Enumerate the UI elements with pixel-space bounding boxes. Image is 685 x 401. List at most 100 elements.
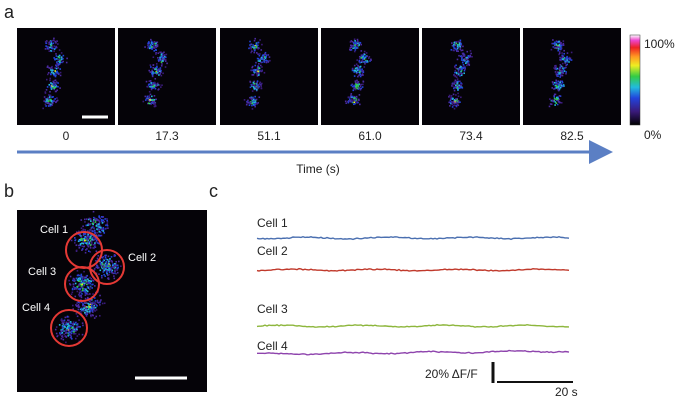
pixel <box>86 236 88 239</box>
pixel <box>150 71 153 73</box>
pixel <box>558 44 561 47</box>
pixel <box>59 59 61 62</box>
pixel <box>91 238 93 241</box>
pixel <box>85 279 87 282</box>
pixel <box>251 65 254 68</box>
pixel <box>52 73 55 76</box>
pixel <box>355 86 357 89</box>
pixel <box>88 300 91 303</box>
pixel <box>93 305 95 307</box>
pixel <box>257 74 260 76</box>
pixel <box>85 242 88 245</box>
pixel <box>69 333 72 335</box>
pixel <box>64 330 66 332</box>
pixel <box>562 68 565 71</box>
pixel <box>87 250 90 252</box>
pixel <box>154 105 157 107</box>
pixel <box>78 274 80 277</box>
pixel <box>81 239 83 242</box>
pixel <box>267 61 270 63</box>
pixel <box>365 52 368 54</box>
pixel <box>46 73 49 76</box>
pixel <box>163 57 166 60</box>
pixel <box>111 269 114 272</box>
pixel <box>261 82 263 85</box>
pixel <box>363 66 366 68</box>
pixel <box>87 218 90 221</box>
pixel <box>110 256 113 258</box>
pixel <box>361 57 364 59</box>
pixel <box>454 75 457 77</box>
pixel <box>87 222 90 225</box>
pixel <box>457 50 459 53</box>
pixel <box>87 293 89 296</box>
pixel <box>103 220 106 223</box>
frame <box>17 28 115 125</box>
pixel <box>558 46 560 49</box>
pixel <box>256 67 259 70</box>
pixel <box>56 335 59 338</box>
pixel <box>71 287 74 290</box>
pixel <box>357 88 360 90</box>
pixel <box>97 242 100 245</box>
pixel <box>80 236 83 238</box>
pixel <box>353 43 355 46</box>
pixel <box>559 70 561 72</box>
pixel <box>252 74 255 76</box>
pixel <box>460 44 462 47</box>
pixel <box>550 48 553 51</box>
roi <box>50 309 88 347</box>
pixel <box>65 323 67 326</box>
pixel <box>459 80 461 83</box>
pixel <box>554 87 556 90</box>
pixel <box>53 88 55 91</box>
pixel <box>100 216 103 218</box>
pixel <box>560 42 562 44</box>
pixel <box>45 40 48 42</box>
pixel <box>247 99 249 102</box>
frame <box>523 28 621 125</box>
pixel <box>55 67 58 70</box>
pixel <box>153 41 156 43</box>
pixel <box>98 301 101 304</box>
pixel <box>456 68 459 70</box>
pixel <box>82 284 85 287</box>
pixel <box>70 334 72 337</box>
pixel <box>89 235 92 238</box>
pixel <box>88 310 91 313</box>
pixel <box>155 49 157 52</box>
pixel <box>92 220 95 223</box>
pixel <box>569 57 572 60</box>
pixel <box>256 57 259 60</box>
pixel <box>44 48 47 50</box>
pixel <box>82 239 85 241</box>
pixel <box>152 66 155 69</box>
pixel <box>58 54 61 57</box>
pixel <box>91 242 93 244</box>
pixel <box>98 219 101 222</box>
pixel <box>84 228 86 231</box>
pixel <box>81 333 84 336</box>
pixel <box>363 57 365 60</box>
pixel <box>100 274 103 277</box>
pixel <box>147 42 149 45</box>
pixel <box>455 64 457 67</box>
pixel <box>356 40 359 42</box>
pixel <box>456 47 459 50</box>
pixel <box>355 70 358 73</box>
pixel <box>556 73 559 76</box>
pixel <box>78 288 80 290</box>
pixel <box>353 98 355 100</box>
pixel <box>453 107 456 110</box>
pixel <box>449 101 452 104</box>
pixel <box>456 103 459 106</box>
pixel <box>85 275 88 277</box>
pixel <box>365 55 367 58</box>
pixel <box>116 264 119 267</box>
pixel <box>52 42 55 45</box>
pixel <box>68 324 70 327</box>
pixel <box>112 272 115 275</box>
pixel <box>93 236 95 238</box>
pixel <box>88 236 91 239</box>
pixel <box>455 47 458 50</box>
